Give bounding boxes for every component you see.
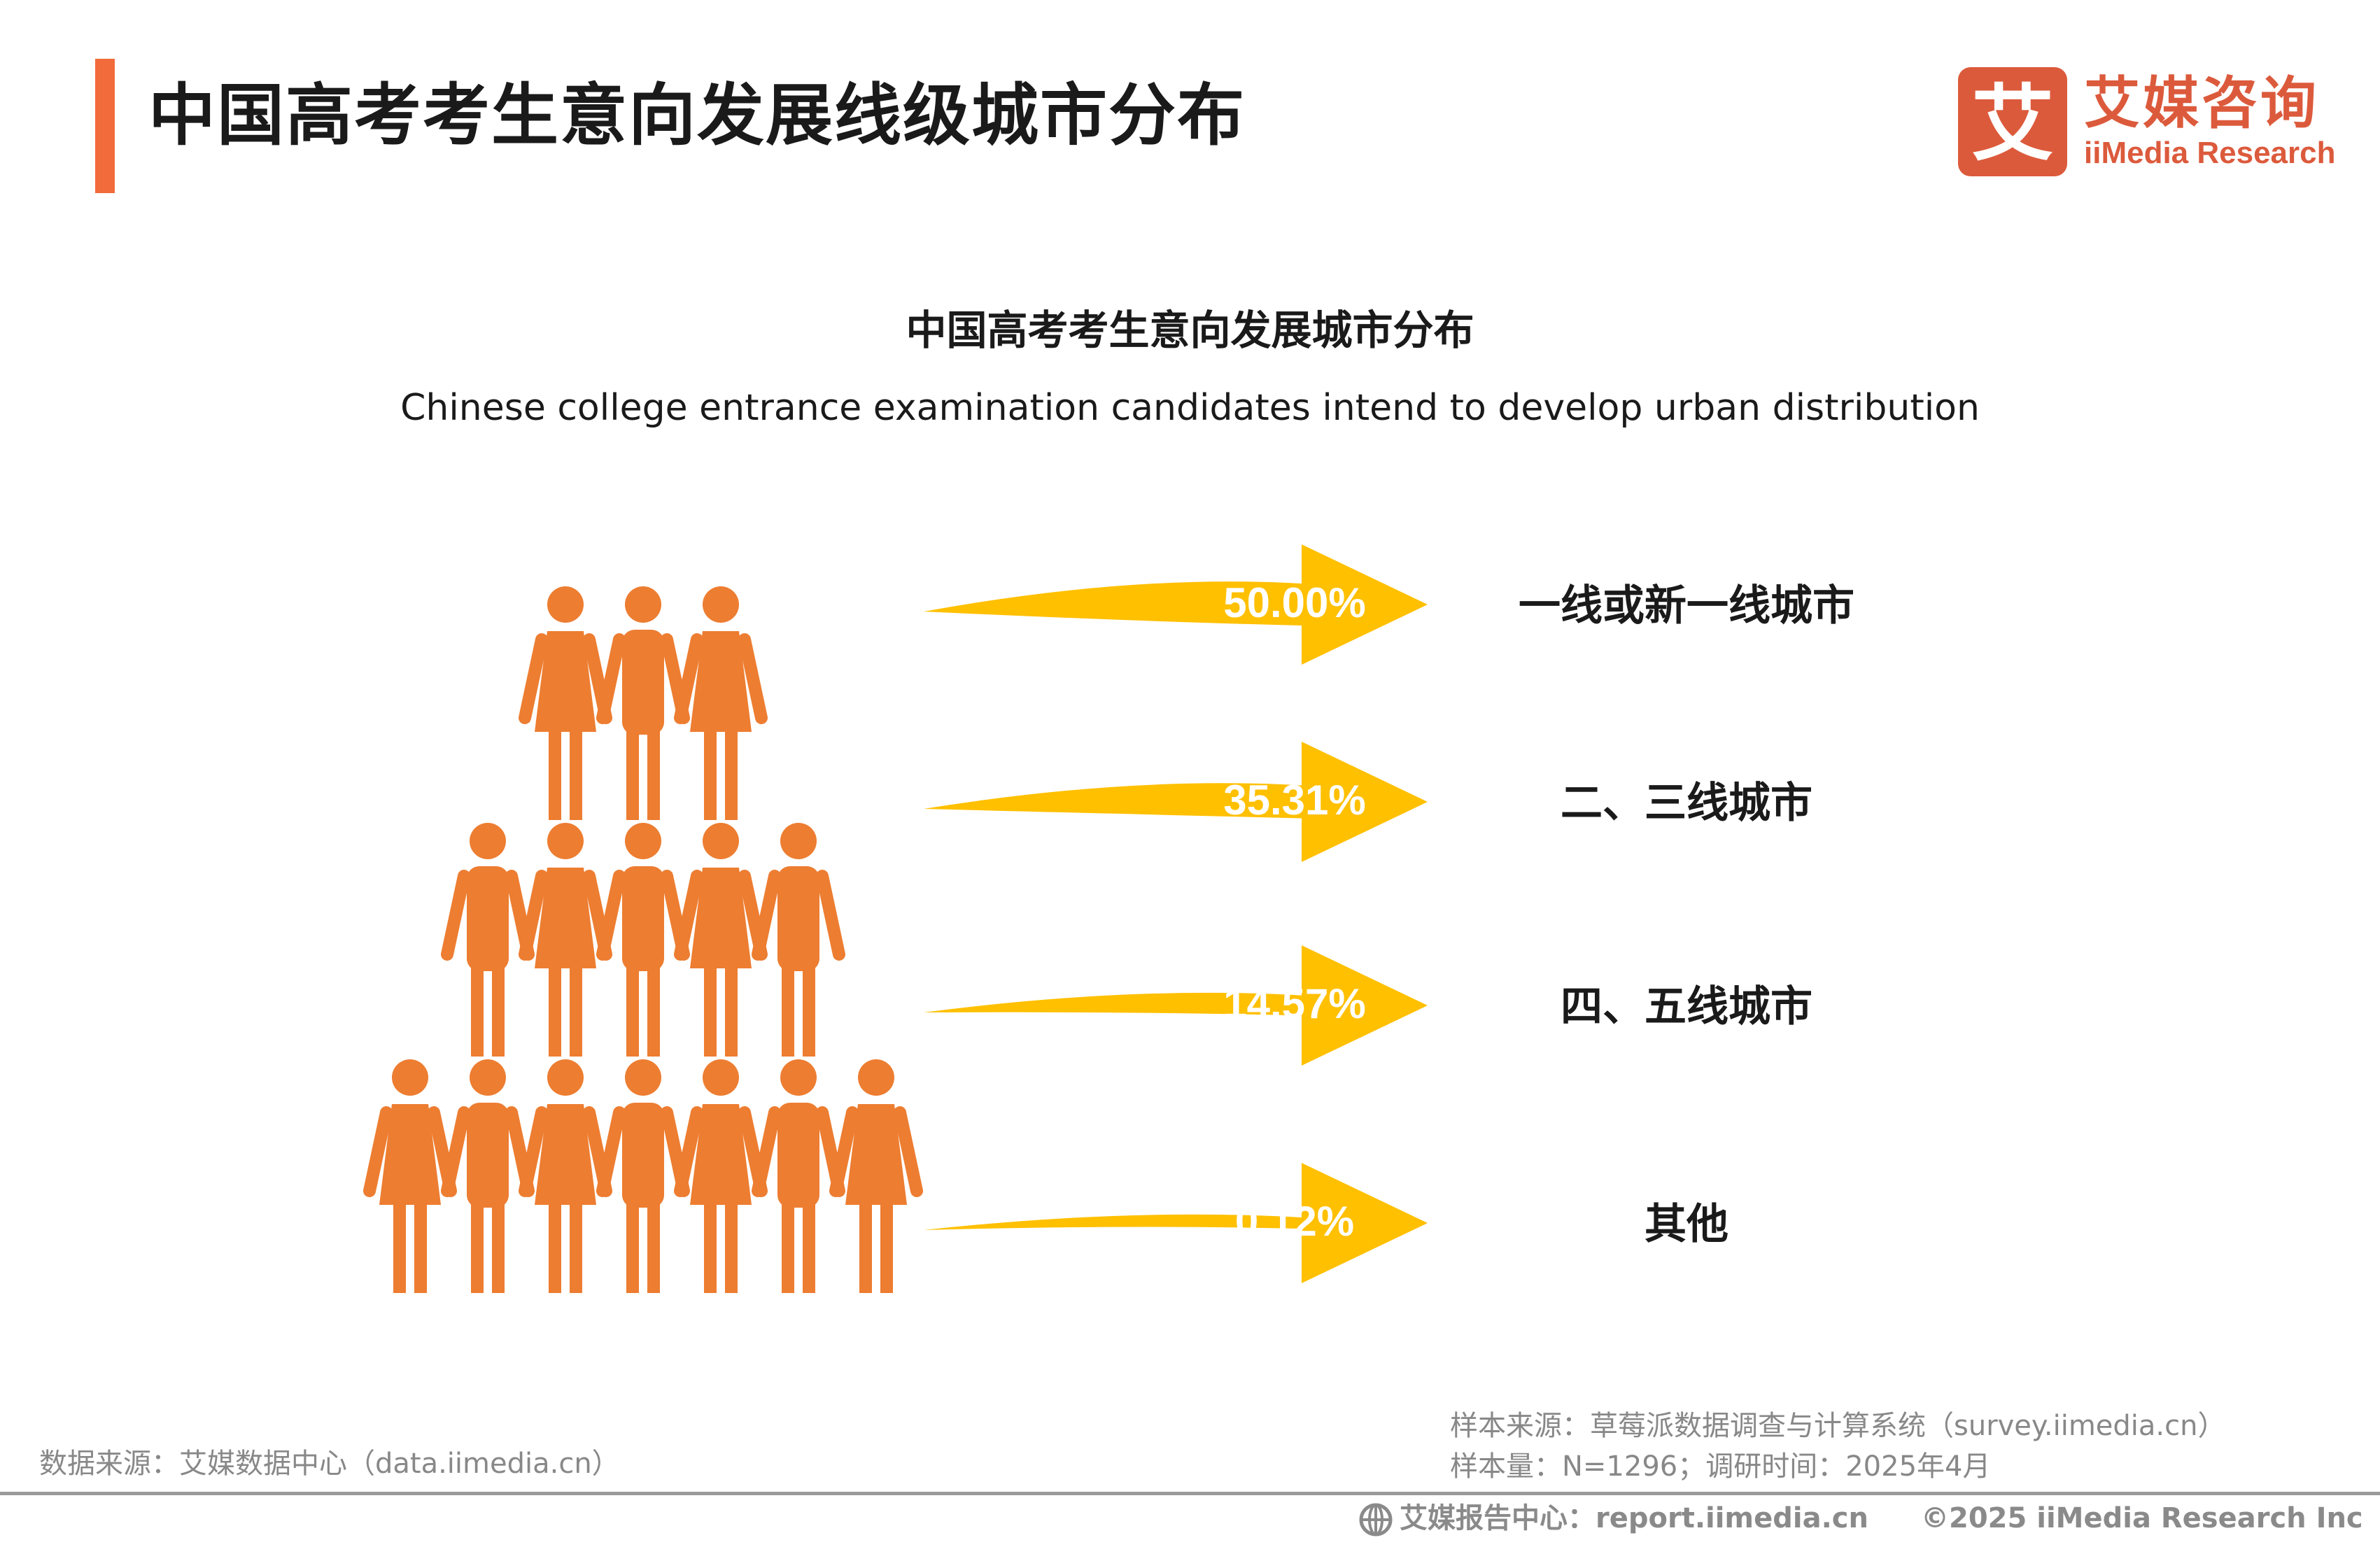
arrow-series: 50.00% 一线或新一线城市 35.31% 二、三线城市 14.57% 四、五线城市 0.… (924, 544, 1854, 1283)
category-label: 一线或新一线城市 (1519, 581, 1854, 630)
logo-name-en: iiMedia Research (2084, 136, 2336, 170)
chart-title: 中国高考考生意向发展城市分布 (906, 306, 1474, 354)
category-label: 其他 (1645, 1200, 1728, 1249)
person-icon (829, 1059, 923, 1293)
report-center-link[interactable]: 艾媒报告中心：report.iimedia.cn (1358, 1497, 1868, 1539)
title-accent-bar (95, 59, 115, 193)
report-center-text: 艾媒报告中心：report.iimedia.cn (1400, 1502, 1868, 1534)
value-label: 35.31% (1223, 777, 1366, 824)
person-icon (674, 823, 768, 1057)
person-icon (519, 1059, 612, 1293)
category-label: 四、五线城市 (1561, 982, 1812, 1031)
arrow-bar (924, 945, 1428, 1066)
category-label: 二、三线城市 (1561, 779, 1812, 828)
person-icon (752, 823, 845, 1057)
iimedia-logo[interactable]: 艾 艾媒咨询 iiMedia Research (1958, 67, 2336, 179)
arrow-bar (924, 544, 1428, 665)
value-label: 14.57% (1223, 980, 1366, 1027)
sample-size-note: 样本量：N=1296；调研时间：2025年4月 (1450, 1450, 1991, 1483)
person-icon (752, 1059, 845, 1293)
person-icon (596, 1059, 690, 1293)
person-icon (363, 1059, 457, 1293)
logo-mark-char: 艾 (1971, 76, 2054, 172)
arrow-bar (924, 1163, 1428, 1283)
person-icon (519, 586, 612, 820)
person-icon (596, 586, 690, 820)
data-source-note: 数据来源：艾媒数据中心（data.iimedia.cn） (39, 1448, 620, 1480)
person-icon (441, 1059, 535, 1293)
person-icon (674, 586, 768, 820)
people-pyramid-icon (363, 586, 923, 1293)
chart-subtitle: Chinese college entrance examination can… (400, 387, 1980, 429)
person-icon (674, 1059, 768, 1293)
value-label: 0.12% (1235, 1198, 1354, 1245)
person-icon (519, 823, 612, 1057)
person-icon (441, 823, 535, 1057)
logo-mark-icon: 艾 (1958, 67, 2067, 176)
copyright: ©2025 iiMedia Research Inc (1921, 1502, 2363, 1534)
page-title: 中国高考考生意向发展线级城市分布 (148, 76, 1246, 155)
logo-name-cn: 艾媒咨询 (2084, 71, 2319, 136)
person-icon (596, 823, 690, 1057)
value-label: 50.00% (1223, 579, 1366, 626)
globe-icon (1359, 1503, 1393, 1537)
sample-source-note: 样本来源：草莓派数据调查与计算系统（survey.iimedia.cn） (1450, 1410, 2226, 1442)
arrow-bar (924, 742, 1428, 862)
footer-divider (0, 1492, 2380, 1495)
